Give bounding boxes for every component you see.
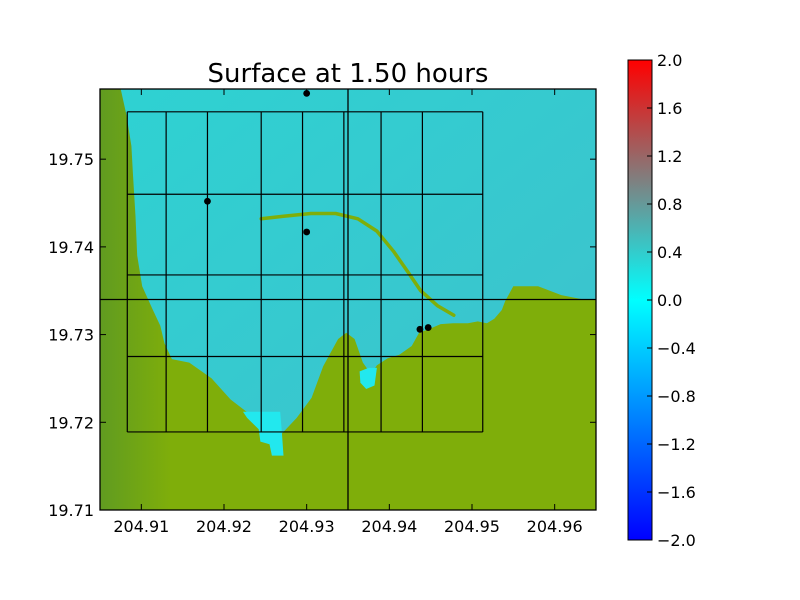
x-tick-label: 204.94	[361, 517, 417, 536]
x-tick-label: 204.93	[279, 517, 335, 536]
y-tick-label: 19.72	[48, 413, 94, 432]
gauge-point	[204, 197, 211, 205]
y-tick-label: 19.73	[48, 326, 94, 345]
x-tick-label: 204.96	[527, 517, 583, 536]
land-area	[100, 89, 596, 510]
x-axis: 204.91 204.92 204.93 204.94 204.95 204.96	[113, 89, 583, 536]
colorbar-tick-label: 1.2	[657, 147, 682, 166]
crosshair	[100, 89, 596, 510]
harbor-inlet	[359, 367, 377, 389]
x-tick-label: 204.91	[113, 517, 169, 536]
x-tick-label: 204.92	[196, 517, 252, 536]
colorbar: −2.0 −1.6 −1.2 −0.8 −0.4 0.0 0.4 0.8 1.2 1.6 2.0	[627, 51, 696, 550]
gauge-point	[416, 325, 424, 333]
map-area	[100, 89, 596, 510]
colorbar-tick-label: −0.8	[657, 387, 696, 406]
colorbar-tick-label: −1.2	[657, 435, 696, 454]
gauge-point	[303, 228, 311, 236]
plot-frame	[99, 88, 597, 511]
gauge-markers	[204, 89, 432, 333]
breakwater	[259, 211, 456, 318]
colorbar-tick-label: 1.6	[657, 99, 682, 118]
y-tick-label: 19.74	[48, 238, 94, 257]
gauge-point	[424, 324, 432, 331]
colorbar-tick-label: 0.0	[657, 291, 682, 310]
refinement-grid	[126, 111, 484, 433]
y-tick-label: 19.71	[48, 501, 94, 520]
colorbar-tick-label: −2.0	[657, 531, 696, 550]
y-axis: 19.71 19.72 19.73 19.74 19.75	[48, 150, 596, 520]
chart-title: Surface at 1.50 hours	[208, 59, 489, 89]
x-tick-label: 204.95	[444, 517, 500, 536]
y-tick-label: 19.75	[48, 150, 94, 169]
colorbar-ticks: −2.0 −1.6 −1.2 −0.8 −0.4 0.0 0.4 0.8 1.2 1.6 2.0	[647, 51, 696, 550]
colorbar-tick-label: −0.4	[657, 339, 696, 358]
colorbar-tick-label: 2.0	[657, 51, 682, 70]
colorbar-tick-label: −1.6	[657, 483, 696, 502]
shallow-channel	[243, 411, 284, 456]
colorbar-tick-label: 0.4	[657, 243, 682, 262]
colorbar-tick-label: 0.8	[657, 195, 682, 214]
